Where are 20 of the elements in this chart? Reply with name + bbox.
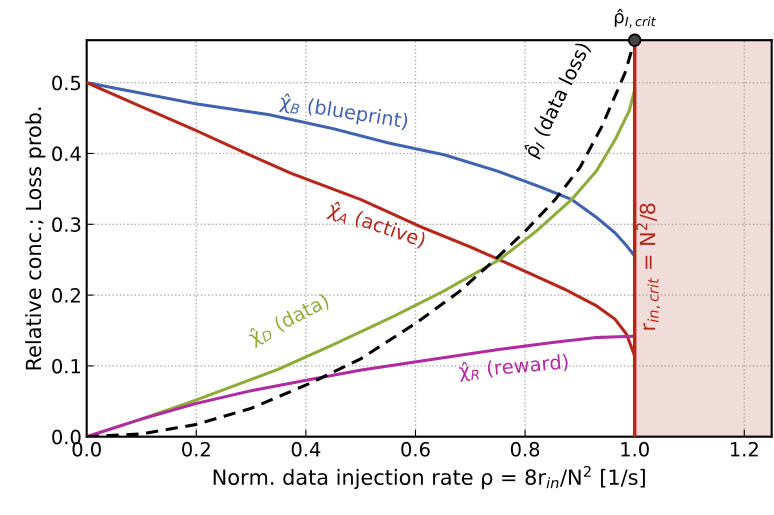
y-tick-label: 0.1 <box>52 358 80 374</box>
y-tick-label: 0.3 <box>52 217 80 232</box>
y-tick-label: 0.5 <box>52 76 80 90</box>
x-tick-label: 1.2 <box>730 442 758 456</box>
ref-line-label: r$_{in,crit}$ = N$^{2}$/8 <box>636 204 660 330</box>
series-label: χ̂$_{R}$ (reward) <box>458 352 568 382</box>
y-tick-label: 0.4 <box>52 146 81 162</box>
y-axis-title: Relative conc.; Loss prob. <box>25 108 46 370</box>
y-tick-label: 0.2 <box>52 288 80 303</box>
annotation: ρ̂$_{I,crit}$ <box>614 8 656 28</box>
x-axis-title: Norm. data injection rate ρ = 8r$_{in}$/N$^{2}$ [1/s] <box>214 466 645 490</box>
text: χ̂$_{B}$ (blueprint) <box>278 92 408 132</box>
text: χ̂$_{D}$ (data) <box>246 292 332 348</box>
text: χ̂$_{A}$ (active) <box>326 200 427 251</box>
text: ρ̂$_{I}$ (data loss) <box>522 40 594 160</box>
x-tick-label: 0.8 <box>510 442 540 457</box>
x-tick-label: 0.4 <box>292 442 320 457</box>
x-tick-label: 1.0 <box>621 442 649 457</box>
x-tick-label: 0.2 <box>182 442 210 457</box>
x-tick-label: 0.6 <box>401 442 430 457</box>
